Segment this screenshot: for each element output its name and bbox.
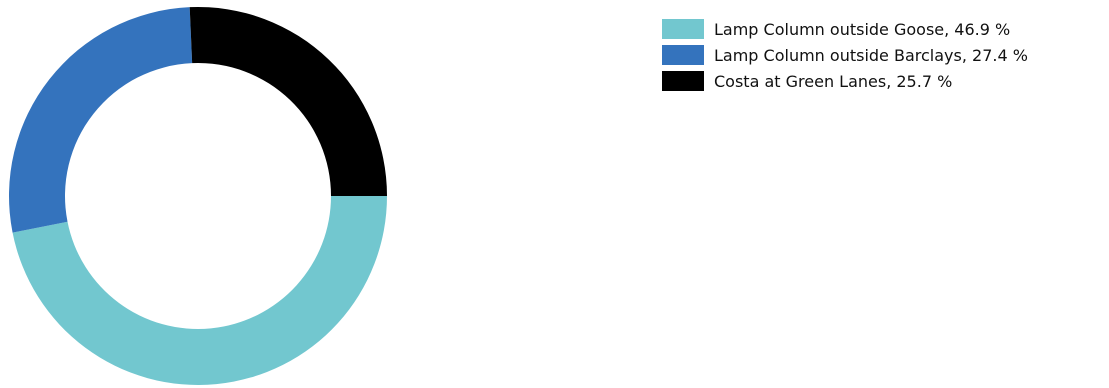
legend-label-costa: Costa at Green Lanes, 25.7 %	[714, 71, 953, 91]
legend-item-barclays: Lamp Column outside Barclays, 27.4 %	[662, 43, 1028, 67]
chart-legend: Lamp Column outside Goose, 46.9 % Lamp C…	[662, 17, 1028, 95]
legend-label-barclays: Lamp Column outside Barclays, 27.4 %	[714, 45, 1028, 65]
legend-swatch-goose	[662, 19, 704, 39]
donut-slice-costa-at-green-lanes	[189, 6, 387, 196]
legend-item-goose: Lamp Column outside Goose, 46.9 %	[662, 17, 1028, 41]
legend-item-costa: Costa at Green Lanes, 25.7 %	[662, 69, 1028, 93]
donut-slice-lamp-column-outside-goose	[12, 196, 388, 385]
donut-chart	[9, 6, 388, 385]
legend-swatch-costa	[662, 71, 704, 91]
donut-slice-lamp-column-outside-barclays	[9, 7, 193, 233]
legend-swatch-barclays	[662, 45, 704, 65]
legend-label-goose: Lamp Column outside Goose, 46.9 %	[714, 19, 1011, 39]
